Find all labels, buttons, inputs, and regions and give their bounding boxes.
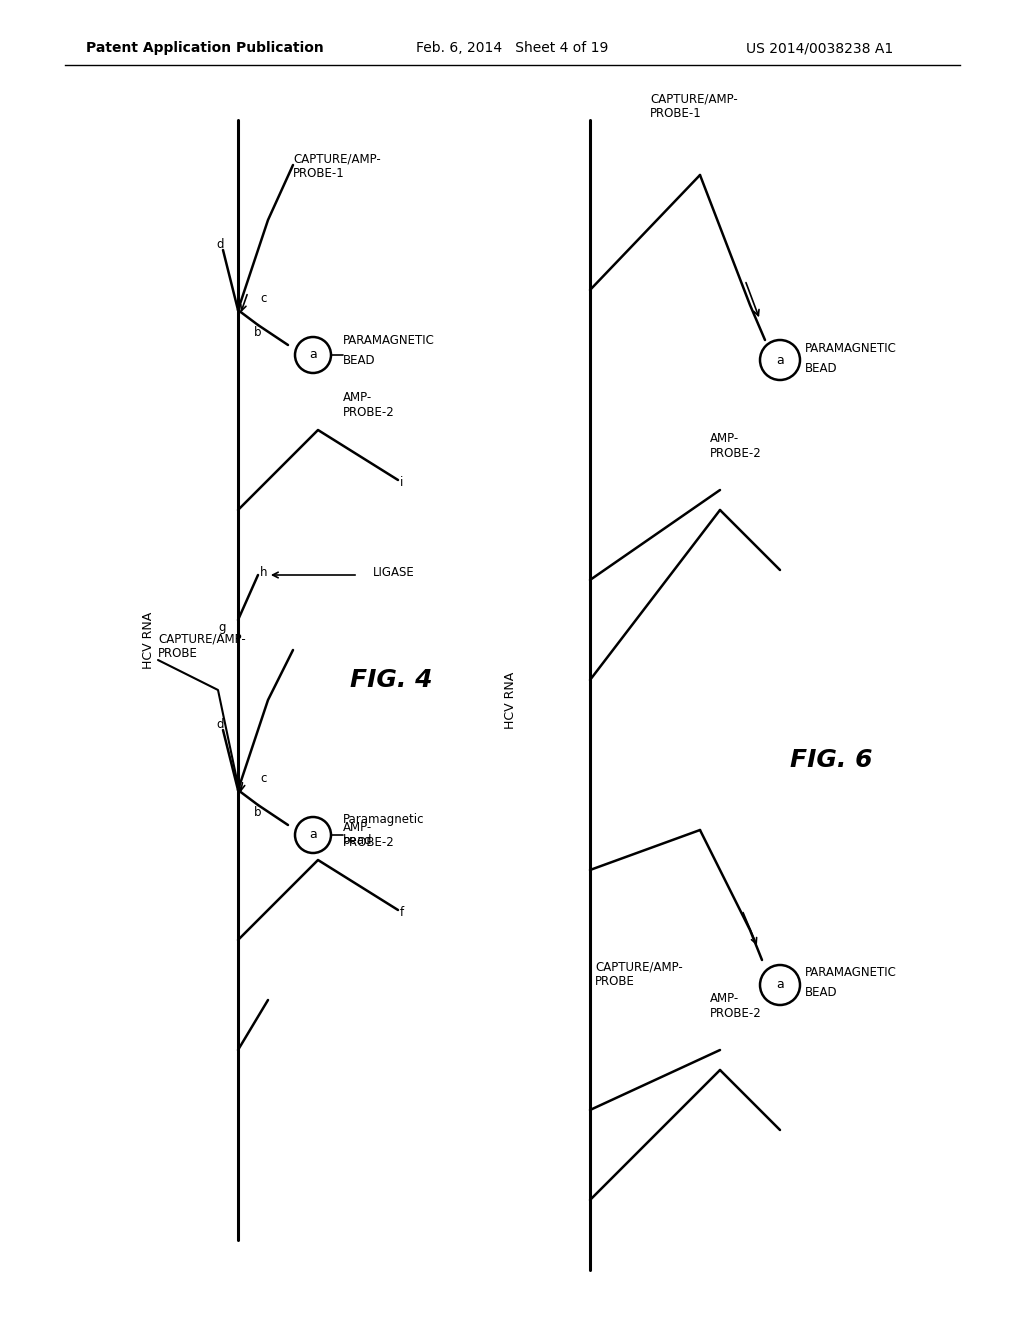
Text: a: a <box>309 348 316 362</box>
Text: b: b <box>254 805 261 818</box>
Text: g: g <box>218 622 226 635</box>
Text: c: c <box>260 292 266 305</box>
Text: AMP-
PROBE-2: AMP- PROBE-2 <box>710 432 762 459</box>
Text: Patent Application Publication: Patent Application Publication <box>86 41 324 55</box>
Text: CAPTURE/AMP-
PROBE-1: CAPTURE/AMP- PROBE-1 <box>650 92 737 120</box>
Text: LIGASE: LIGASE <box>373 565 415 578</box>
Text: i: i <box>400 475 403 488</box>
Text: BEAD: BEAD <box>805 986 838 999</box>
Text: FIG. 4: FIG. 4 <box>350 668 432 692</box>
Text: PARAMAGNETIC: PARAMAGNETIC <box>805 966 897 979</box>
Text: a: a <box>776 978 784 991</box>
Text: CAPTURE/AMP-
PROBE: CAPTURE/AMP- PROBE <box>595 960 683 987</box>
Text: US 2014/0038238 A1: US 2014/0038238 A1 <box>746 41 894 55</box>
Text: HCV RNA: HCV RNA <box>141 611 155 669</box>
Text: Feb. 6, 2014   Sheet 4 of 19: Feb. 6, 2014 Sheet 4 of 19 <box>416 41 608 55</box>
Text: CAPTURE/AMP-
PROBE-1: CAPTURE/AMP- PROBE-1 <box>293 152 381 180</box>
Text: d: d <box>216 718 224 731</box>
Text: f: f <box>400 906 404 919</box>
Text: BEAD: BEAD <box>343 354 376 367</box>
Text: PARAMAGNETIC: PARAMAGNETIC <box>343 334 435 346</box>
Text: AMP-
PROBE-2: AMP- PROBE-2 <box>343 821 394 849</box>
Text: AMP-
PROBE-2: AMP- PROBE-2 <box>343 391 394 418</box>
Text: a: a <box>309 829 316 842</box>
Text: CAPTURE/AMP-
PROBE: CAPTURE/AMP- PROBE <box>158 632 246 660</box>
Text: bead: bead <box>343 833 373 846</box>
Text: PARAMAGNETIC: PARAMAGNETIC <box>805 342 897 355</box>
Text: b: b <box>254 326 261 338</box>
Text: d: d <box>216 239 224 252</box>
Text: BEAD: BEAD <box>805 362 838 375</box>
Text: h: h <box>260 565 267 578</box>
Text: AMP-
PROBE-2: AMP- PROBE-2 <box>710 993 762 1020</box>
Text: a: a <box>776 354 784 367</box>
Text: HCV RNA: HCV RNA <box>504 672 516 729</box>
Text: c: c <box>260 771 266 784</box>
Text: FIG. 6: FIG. 6 <box>790 748 872 772</box>
Text: Paramagnetic: Paramagnetic <box>343 813 425 826</box>
